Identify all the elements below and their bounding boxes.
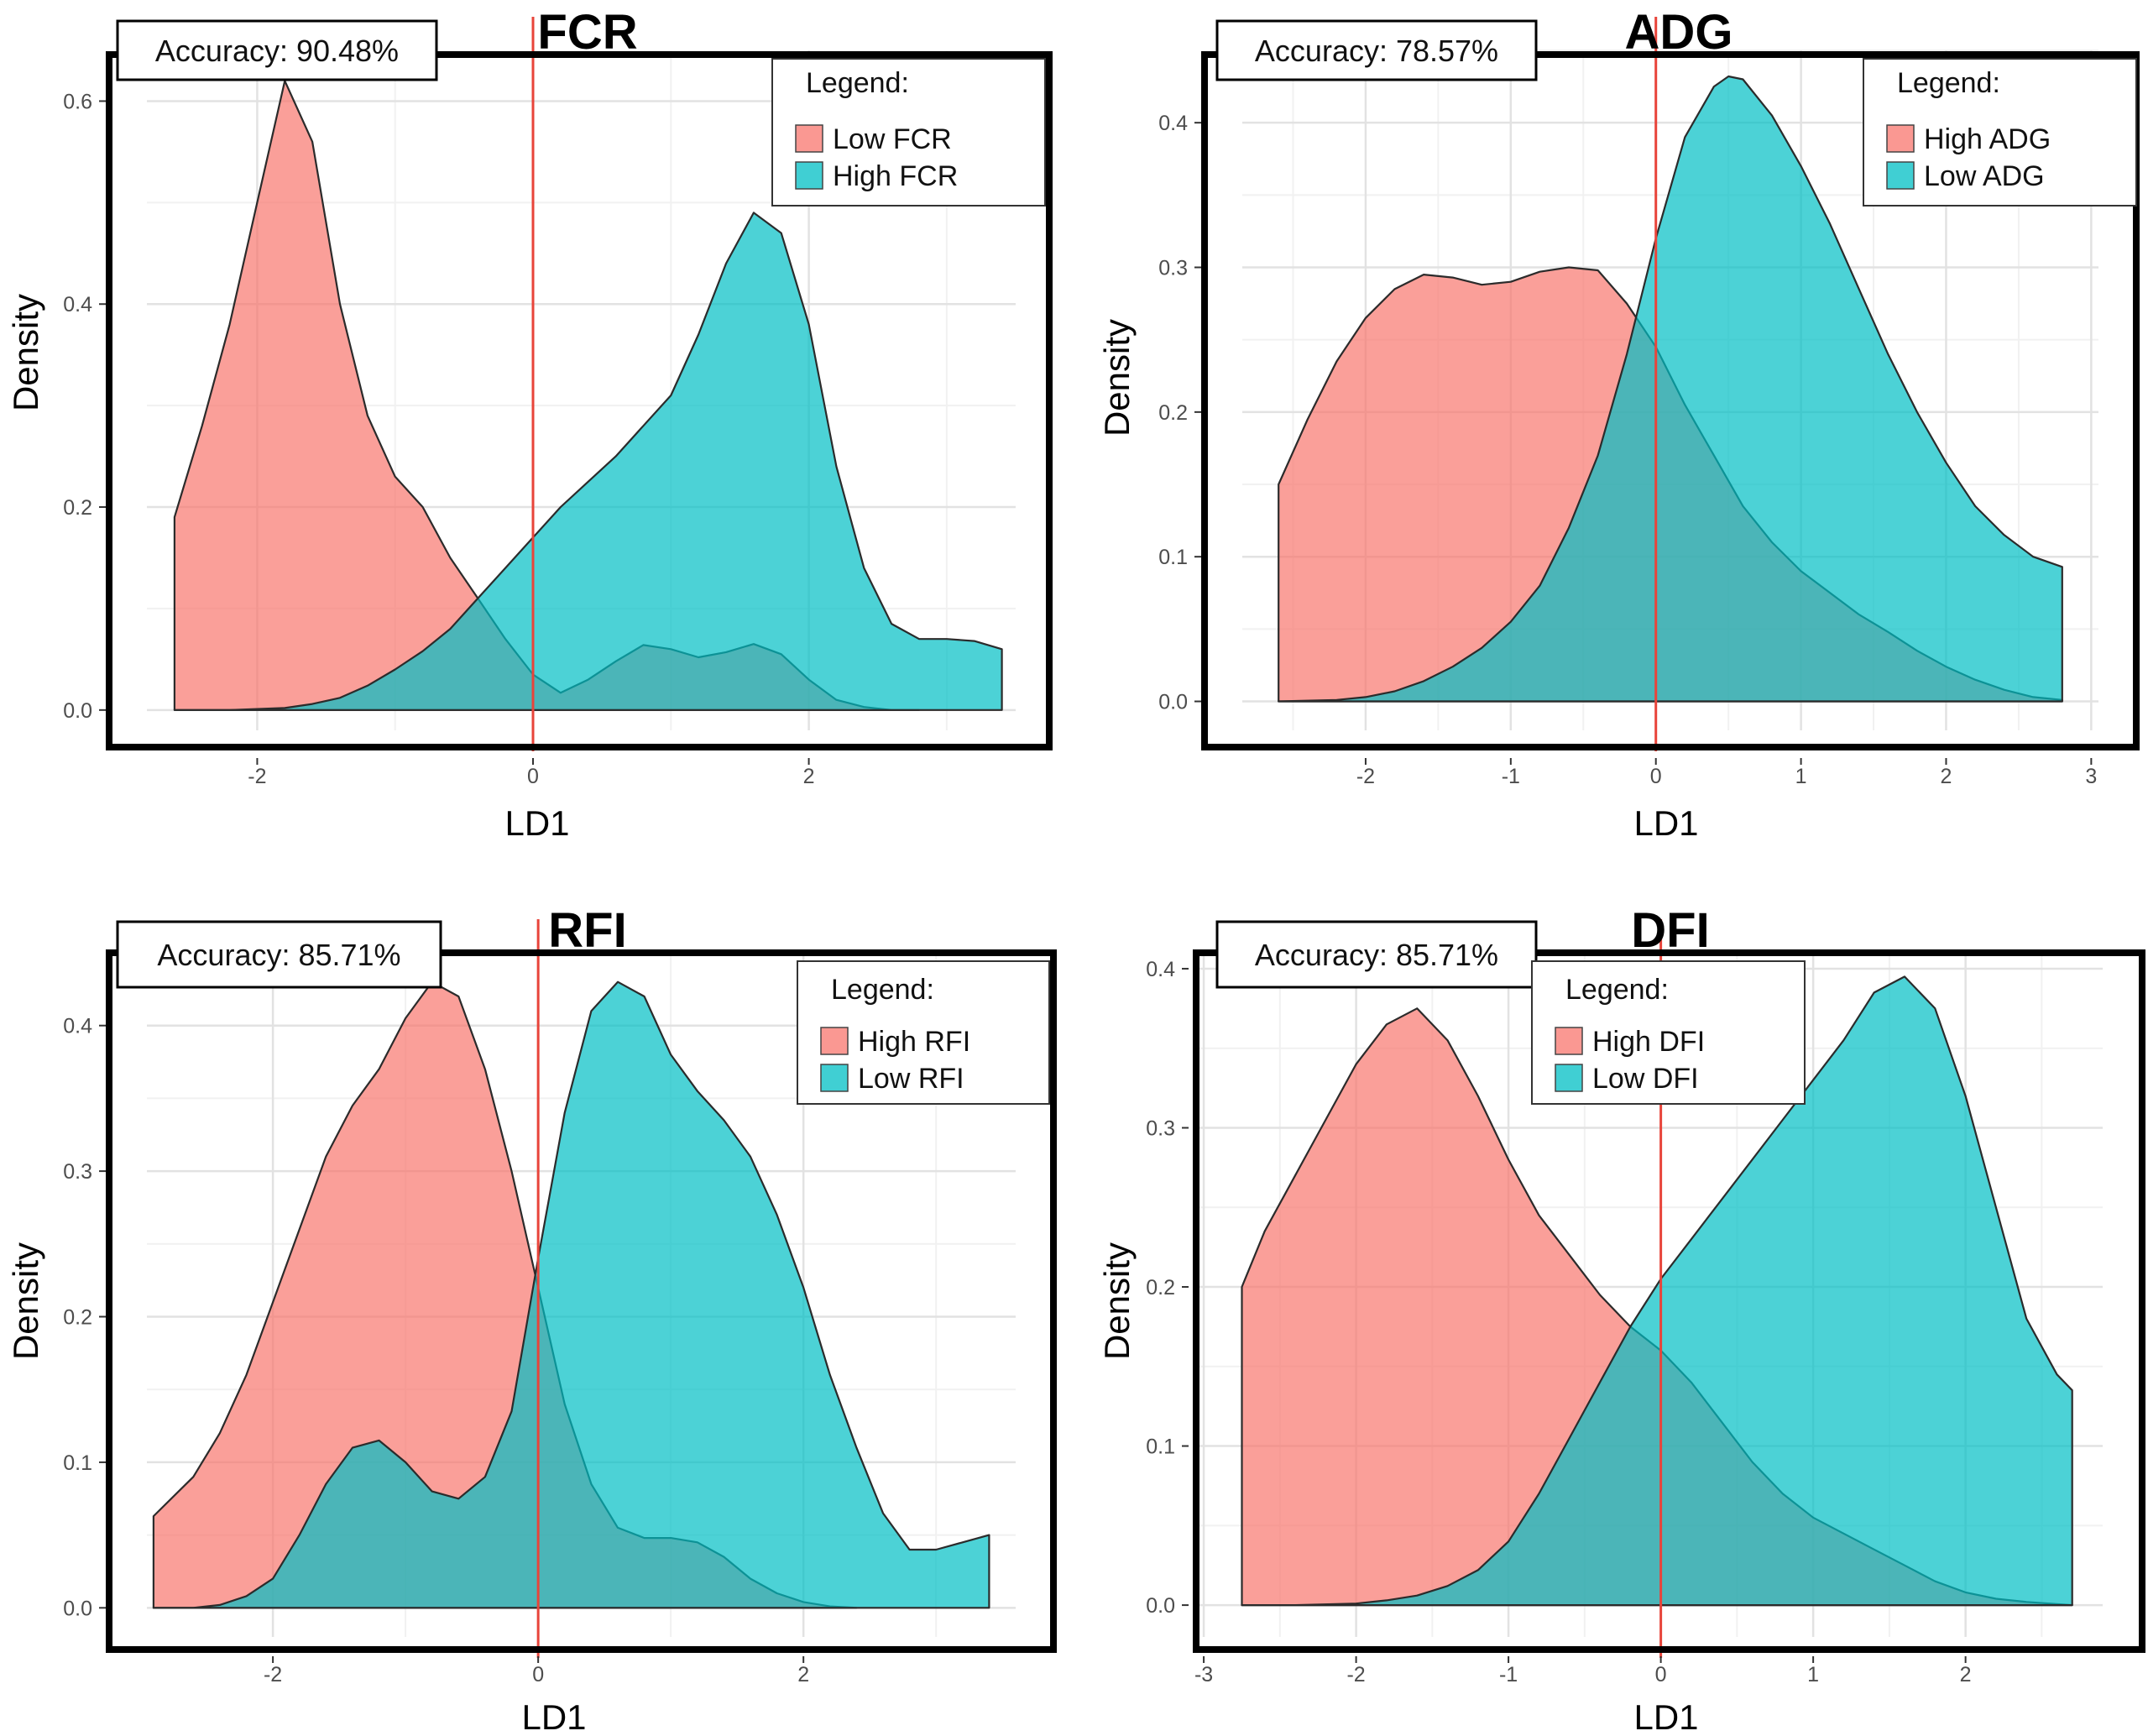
density-area-low-adg — [1278, 75, 2063, 703]
accuracy-label: Accuracy: 78.57% — [1255, 34, 1498, 68]
x-tick-label: -2 — [1346, 1663, 1365, 1686]
panel-title: ADG — [1625, 5, 1733, 60]
legend-swatch — [1555, 1064, 1583, 1092]
x-tick-label: -2 — [1356, 765, 1375, 788]
y-tick-label: 0.3 — [1158, 257, 1188, 280]
x-tick-label: 0 — [1655, 1663, 1667, 1686]
y-tick-label: 0.1 — [63, 1451, 92, 1475]
y-tick-label: 0.1 — [1146, 1435, 1175, 1459]
accuracy-box — [1215, 19, 1538, 81]
y-axis-title: Density — [1097, 1242, 1137, 1360]
legend-title: Legend: — [1897, 67, 2000, 99]
legend-entry: High ADG — [1924, 123, 2051, 155]
x-tick-label: 0 — [1650, 765, 1662, 788]
x-tick-label: -2 — [248, 765, 266, 788]
x-tick-label: 2 — [797, 1663, 809, 1686]
panel-dfi: 0.0 0.1 0.2 0.3 0.4 -3 -2 -1 0 1 2 LD1 Density DFI Acc… — [1097, 903, 2145, 1736]
x-tick-label: 3 — [2085, 765, 2097, 788]
panel-frame — [1193, 949, 2145, 1653]
x-tick-label: 2 — [1941, 765, 1952, 788]
x-tick-label: 0 — [532, 1663, 544, 1686]
y-tick-label: 0.0 — [1146, 1594, 1175, 1618]
y-tick-label: 0.0 — [63, 1597, 92, 1620]
accuracy-label: Accuracy: 85.71% — [1255, 938, 1498, 972]
legend: Legend: High ADG Low ADG — [1863, 58, 2137, 207]
x-tick-label: 1 — [1807, 1663, 1819, 1686]
y-axis-title: Density — [1097, 319, 1137, 437]
panel-adg: 0.0 0.1 0.2 0.3 0.4 -2 -1 0 1 2 3 LD1 Density ADG Accu… — [1097, 5, 2140, 843]
legend: Legend: High RFI Low RFI — [797, 960, 1050, 1105]
panel-title: RFI — [548, 903, 626, 958]
legend-title: Legend: — [831, 974, 934, 1006]
legend: Legend: Low FCR High FCR — [771, 58, 1046, 207]
density-area-low-dfi — [1241, 975, 2073, 1607]
y-tick-label: 0.0 — [63, 699, 92, 723]
x-axis-title: LD1 — [521, 1697, 586, 1732]
legend-entry: Low RFI — [858, 1063, 964, 1095]
x-axis-title: LD1 — [1633, 803, 1698, 843]
y-tick-label: 0.4 — [63, 1015, 92, 1038]
accuracy-box — [116, 19, 438, 81]
legend-entry: High DFI — [1592, 1026, 1705, 1058]
y-tick-label: 0.2 — [1158, 401, 1188, 425]
legend-entry: Low DFI — [1592, 1063, 1699, 1095]
legend-title: Legend: — [1565, 974, 1669, 1006]
legend-entry: Low ADG — [1924, 160, 2045, 192]
legend-entry: High RFI — [858, 1026, 970, 1058]
y-tick-label: 0.4 — [1146, 958, 1175, 981]
panel-title: DFI — [1631, 903, 1709, 958]
y-tick-label: 0.1 — [1158, 546, 1188, 569]
y-tick-label: 0.4 — [1158, 112, 1188, 135]
x-tick-label: 1 — [1795, 765, 1807, 788]
legend: Legend: High DFI Low DFI — [1531, 960, 1806, 1105]
y-tick-label: 0.3 — [63, 1160, 92, 1184]
x-axis-title: LD1 — [504, 803, 569, 843]
legend-swatch — [820, 1027, 849, 1055]
x-tick-label: 2 — [1960, 1663, 1972, 1686]
legend-swatch — [795, 161, 823, 190]
panel-frame — [106, 51, 1053, 750]
y-tick-label: 0.2 — [63, 496, 92, 520]
y-tick-label: 0.2 — [63, 1306, 92, 1330]
x-tick-label: -1 — [1499, 1663, 1518, 1686]
accuracy-box — [116, 920, 442, 989]
x-tick-label: -2 — [264, 1663, 282, 1686]
y-axis-title: Density — [6, 294, 45, 411]
panel-title: FCR — [537, 5, 637, 60]
panel-rfi: 0.0 0.1 0.2 0.3 0.4 -2 0 2 LD1 Density RFI Accuracy… — [6, 903, 1057, 1736]
legend-swatch — [1555, 1027, 1583, 1055]
density-area-high-fcr — [173, 212, 1003, 711]
accuracy-label: Accuracy: 85.71% — [157, 938, 400, 972]
legend-swatch — [795, 124, 823, 153]
x-tick-label: 0 — [527, 765, 539, 788]
accuracy-label: Accuracy: 90.48% — [155, 34, 399, 68]
y-tick-label: 0.6 — [63, 90, 92, 113]
x-tick-label: -1 — [1502, 765, 1520, 788]
y-tick-label: 0.4 — [63, 293, 92, 316]
panel-fcr: 0.0 0.2 0.4 0.6 -2 0 2 LD1 Density FCR Accuracy: 9… — [6, 5, 1053, 843]
y-tick-label: 0.0 — [1158, 691, 1188, 714]
legend-swatch — [1886, 124, 1915, 153]
legend-swatch — [1886, 161, 1915, 190]
legend-entry: High FCR — [833, 160, 958, 192]
y-tick-label: 0.3 — [1146, 1116, 1175, 1140]
y-axis-title: Density — [6, 1242, 45, 1360]
x-axis-title: LD1 — [1633, 1697, 1698, 1732]
panel-frame — [1201, 51, 2140, 750]
x-tick-label: -3 — [1194, 1663, 1213, 1686]
y-tick-label: 0.2 — [1146, 1276, 1175, 1299]
panel-frame — [106, 949, 1057, 1653]
accuracy-box — [1215, 920, 1538, 989]
x-tick-label: 2 — [803, 765, 815, 788]
legend-entry: Low FCR — [833, 123, 952, 155]
legend-title: Legend: — [806, 67, 909, 99]
legend-swatch — [820, 1064, 849, 1092]
density-area-low-rfi — [152, 980, 990, 1609]
